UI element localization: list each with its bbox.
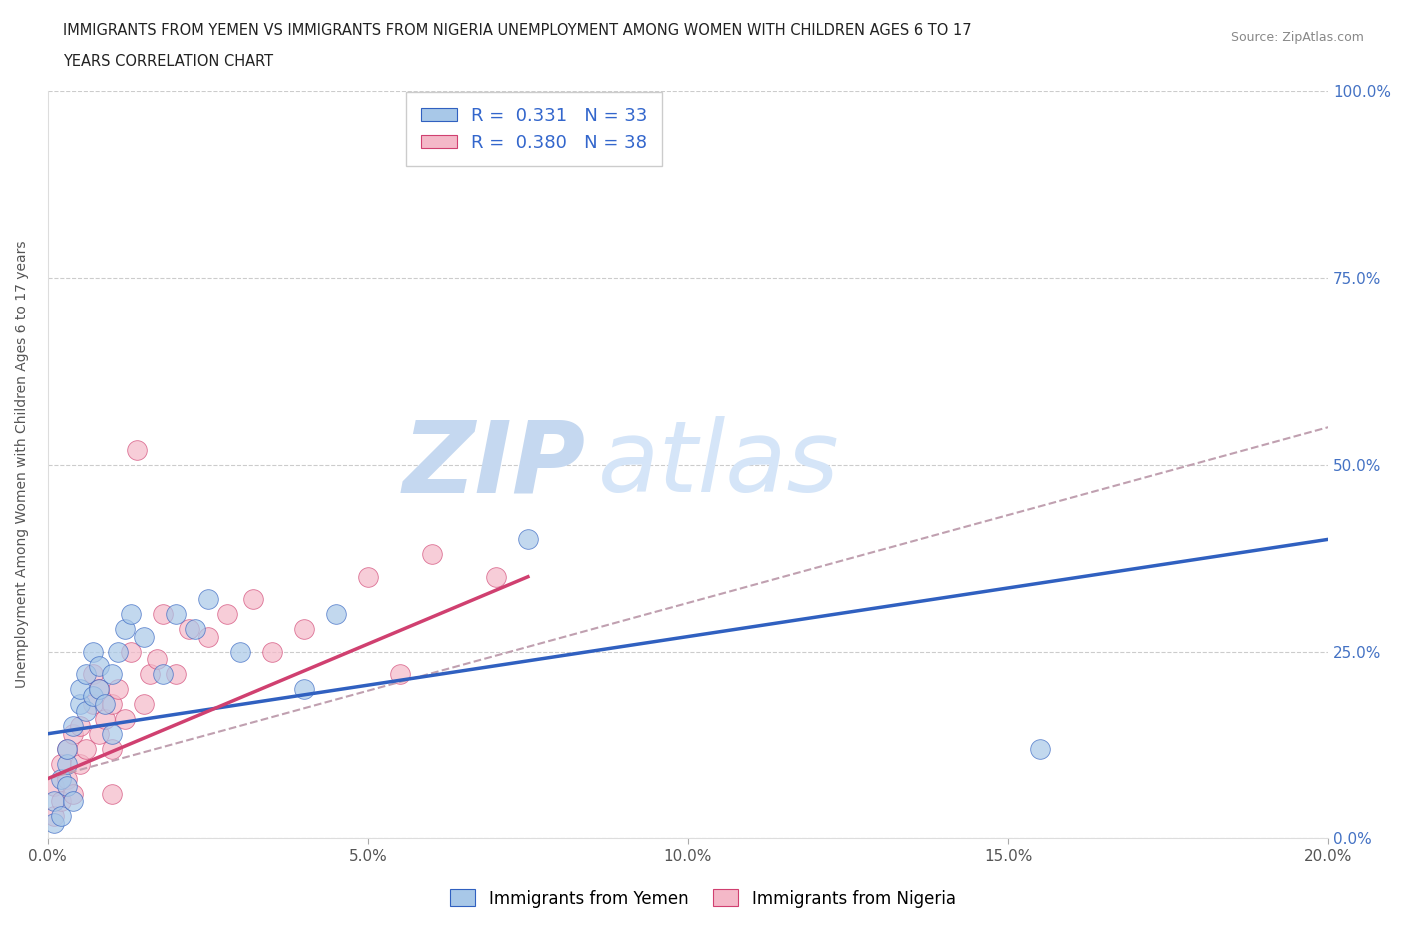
Point [120, 644, 142, 659]
Point [56, 756, 79, 771]
Point [62, 719, 84, 734]
Point [69, 682, 91, 697]
Point [388, 667, 411, 682]
Point [49, 808, 72, 823]
Point [260, 644, 283, 659]
Point [44, 793, 66, 808]
Point [139, 667, 162, 682]
Point [62, 793, 84, 808]
Point [69, 719, 91, 734]
Point [100, 786, 122, 801]
Point [485, 569, 508, 584]
Point [82, 667, 104, 682]
Point [145, 652, 167, 667]
Point [75, 667, 97, 682]
Point [100, 697, 122, 711]
Text: IMMIGRANTS FROM YEMEN VS IMMIGRANTS FROM NIGERIA UNEMPLOYMENT AMONG WOMEN WITH C: IMMIGRANTS FROM YEMEN VS IMMIGRANTS FROM… [63, 23, 972, 38]
Point [49, 793, 72, 808]
Point [325, 606, 347, 621]
Point [420, 547, 443, 562]
Point [114, 711, 136, 726]
Point [177, 621, 200, 636]
Point [82, 644, 104, 659]
Point [184, 621, 207, 636]
Point [152, 606, 174, 621]
Text: Source: ZipAtlas.com: Source: ZipAtlas.com [1230, 31, 1364, 44]
Point [56, 778, 79, 793]
Point [100, 667, 122, 682]
Point [114, 621, 136, 636]
Point [49, 756, 72, 771]
Point [127, 442, 149, 457]
Point [107, 644, 129, 659]
Point [75, 741, 97, 756]
Point [56, 741, 79, 756]
Point [69, 756, 91, 771]
Point [197, 629, 219, 644]
Point [100, 726, 122, 741]
Point [292, 682, 315, 697]
Legend: Immigrants from Yemen, Immigrants from Nigeria: Immigrants from Yemen, Immigrants from N… [444, 883, 962, 914]
Point [120, 606, 142, 621]
Point [87, 726, 110, 741]
Text: YEARS CORRELATION CHART: YEARS CORRELATION CHART [63, 54, 273, 69]
Point [165, 667, 187, 682]
Legend: R =  0.331   N = 33, R =  0.380   N = 38: R = 0.331 N = 33, R = 0.380 N = 38 [406, 92, 662, 166]
Point [229, 644, 252, 659]
Point [215, 606, 238, 621]
Point [94, 697, 117, 711]
Point [87, 682, 110, 697]
Point [242, 591, 264, 606]
Point [87, 659, 110, 674]
Point [132, 629, 155, 644]
Point [100, 741, 122, 756]
Point [44, 808, 66, 823]
Text: ZIP: ZIP [402, 416, 585, 513]
Point [132, 697, 155, 711]
Point [1029, 741, 1052, 756]
Point [44, 778, 66, 793]
Point [87, 682, 110, 697]
Point [56, 741, 79, 756]
Point [197, 591, 219, 606]
Point [75, 704, 97, 719]
Point [82, 689, 104, 704]
Point [62, 726, 84, 741]
Point [94, 711, 117, 726]
Point [56, 771, 79, 786]
Point [292, 621, 315, 636]
Text: atlas: atlas [599, 416, 839, 513]
Point [44, 816, 66, 830]
Point [49, 771, 72, 786]
Point [516, 532, 538, 547]
Point [107, 682, 129, 697]
Point [62, 786, 84, 801]
Point [165, 606, 187, 621]
Point [152, 667, 174, 682]
Point [357, 569, 380, 584]
Point [69, 697, 91, 711]
Y-axis label: Unemployment Among Women with Children Ages 6 to 17 years: Unemployment Among Women with Children A… [15, 241, 30, 688]
Point [82, 697, 104, 711]
